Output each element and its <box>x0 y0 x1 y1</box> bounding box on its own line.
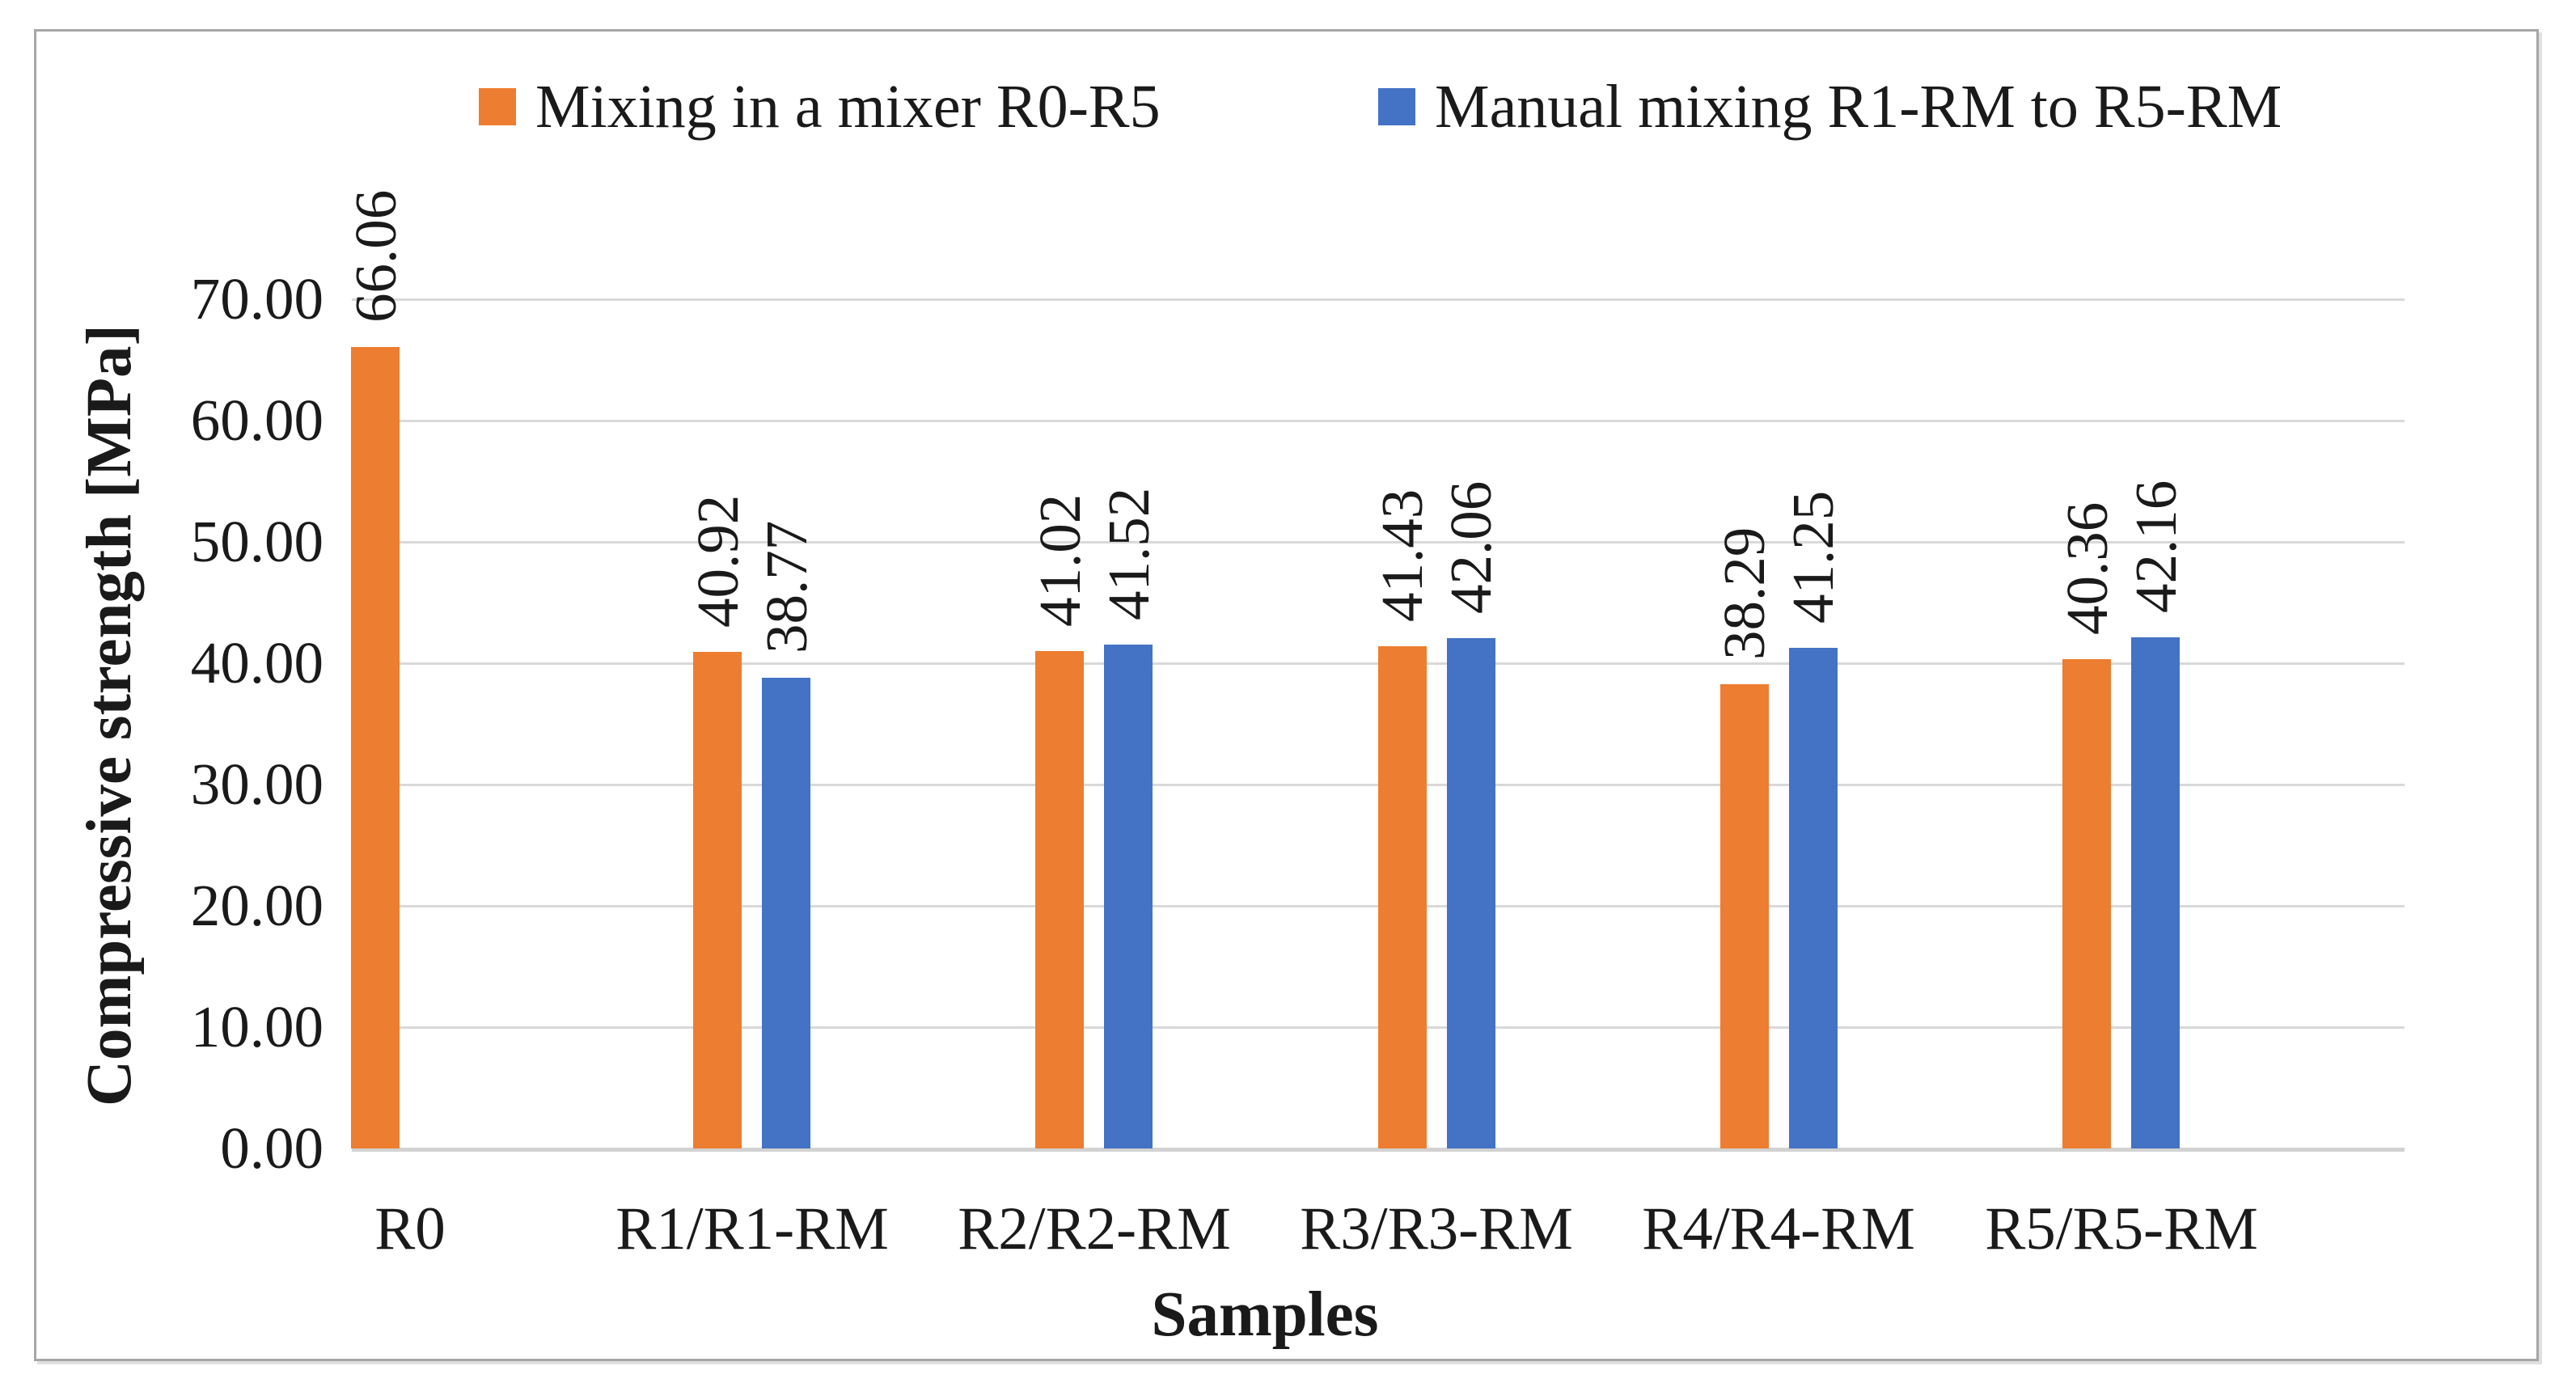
bar-R1-series2 <box>762 678 810 1148</box>
gridline-70 <box>352 298 2405 301</box>
data-label-R5-series1: 40.36 <box>2054 501 2120 635</box>
x-tick-label-1: R1/R1-RM <box>615 1195 889 1263</box>
legend-item-mixer: Mixing in a mixer R0-R5 <box>479 76 1161 137</box>
x-tick-label-0: R0 <box>374 1195 446 1263</box>
x-tick-label-5: R5/R5-RM <box>1985 1195 2258 1263</box>
y-tick-label-30: 30.00 <box>190 751 324 817</box>
y-tick-label-70: 70.00 <box>190 266 324 332</box>
data-label-R4-series1: 38.29 <box>1711 527 1777 660</box>
data-label-R1-series2: 38.77 <box>754 520 819 653</box>
y-tick-label-10: 10.00 <box>190 994 324 1060</box>
data-label-R3-series2: 42.06 <box>1438 480 1504 614</box>
gridline-50 <box>352 541 2405 544</box>
data-label-R1-series1: 40.92 <box>685 494 751 628</box>
bar-R0-series1 <box>351 347 400 1148</box>
data-label-R3-series1: 41.43 <box>1369 489 1435 622</box>
y-tick-label-40: 40.00 <box>190 630 324 696</box>
data-label-R4-series2: 41.25 <box>1780 490 1846 624</box>
x-tick-label-3: R3/R3-RM <box>1300 1195 1573 1263</box>
y-tick-label-50: 50.00 <box>190 509 324 574</box>
legend-swatch-orange-icon <box>479 88 516 125</box>
legend-label-manual: Manual mixing R1-RM to R5-RM <box>1435 73 2282 141</box>
bar-R5-series2 <box>2131 637 2180 1148</box>
bar-R2-series1 <box>1035 651 1084 1148</box>
gridline-60 <box>352 420 2405 422</box>
x-tick-label-4: R4/R4-RM <box>1642 1195 1915 1263</box>
data-label-R0-series1: 66.06 <box>343 189 408 323</box>
data-label-R2-series2: 41.52 <box>1096 487 1161 620</box>
chart-frame <box>34 29 2539 1361</box>
bar-R1-series1 <box>693 652 742 1148</box>
legend-item-manual: Manual mixing R1-RM to R5-RM <box>1378 76 2282 137</box>
legend-swatch-blue-icon <box>1378 88 1415 125</box>
bar-R4-series2 <box>1789 648 1838 1148</box>
bar-R3-series2 <box>1447 638 1495 1148</box>
y-tick-label-20: 20.00 <box>190 873 324 938</box>
x-axis-title: Samples <box>1151 1279 1379 1350</box>
y-tick-label-60: 60.00 <box>190 387 324 453</box>
y-tick-label-0: 0.00 <box>220 1115 324 1181</box>
bar-R2-series2 <box>1104 645 1153 1148</box>
x-tick-label-2: R2/R2-RM <box>958 1195 1231 1263</box>
bar-R4-series1 <box>1720 684 1769 1148</box>
bar-R3-series1 <box>1378 646 1427 1148</box>
data-label-R5-series2: 42.16 <box>2123 480 2189 613</box>
legend-label-mixer: Mixing in a mixer R0-R5 <box>535 73 1161 141</box>
data-label-R2-series1: 41.02 <box>1027 493 1093 627</box>
x-axis-line <box>352 1148 2405 1152</box>
bar-R5-series1 <box>2062 659 2111 1148</box>
